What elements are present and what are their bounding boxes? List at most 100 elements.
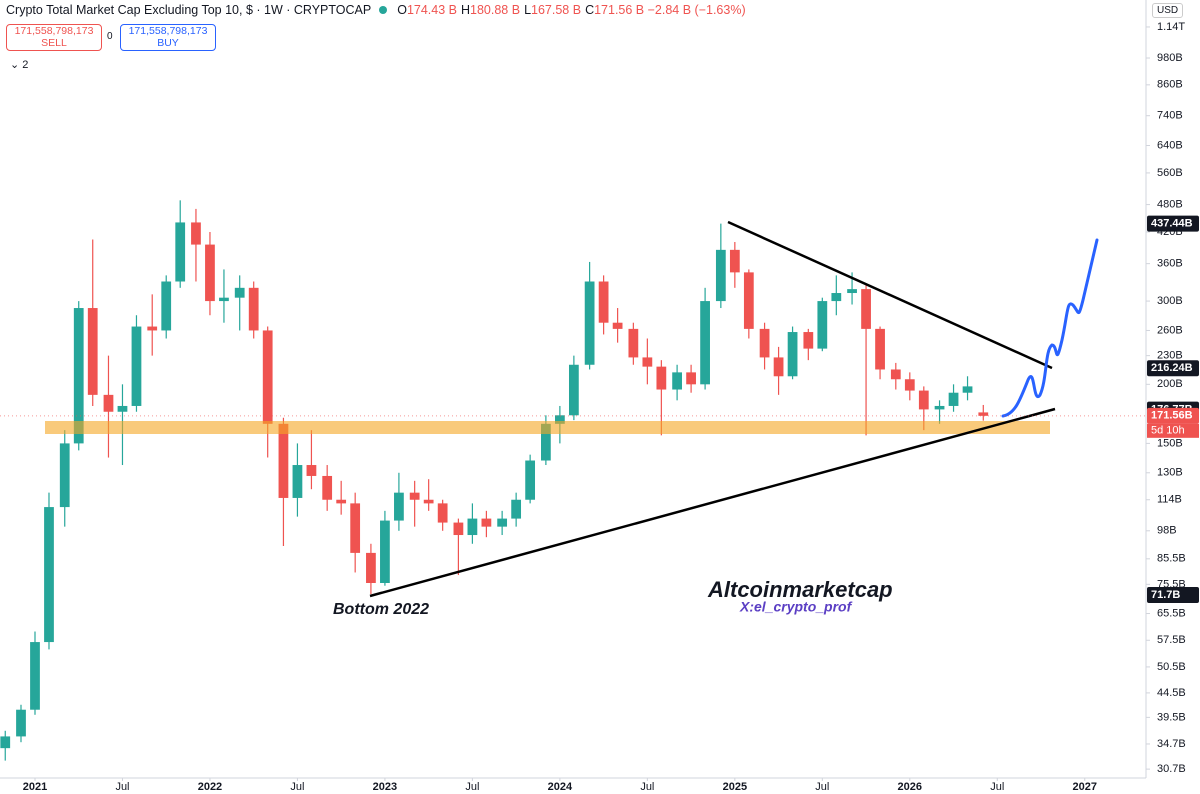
- candle-body: [497, 518, 508, 527]
- y-tick-label: 300B: [1157, 295, 1183, 307]
- candle-body: [918, 390, 929, 410]
- price-label: 437.44B: [1151, 218, 1193, 230]
- candle-body: [831, 293, 842, 302]
- candle-body: [934, 405, 945, 410]
- symbol-title: Crypto Total Market Cap Excluding Top 10…: [6, 3, 372, 17]
- x-tick-label: Jul: [465, 781, 479, 793]
- y-tick-label: 85.5B: [1157, 553, 1186, 565]
- sell-label: SELL: [41, 37, 67, 49]
- y-tick-label: 44.5B: [1157, 687, 1186, 699]
- change: −2.84 B (−1.63%): [647, 3, 746, 17]
- buy-price: 171,558,798,173: [128, 25, 208, 37]
- x-tick-label: 2021: [23, 781, 47, 793]
- candles: [0, 200, 989, 761]
- candle-body: [394, 492, 404, 521]
- ohlc-key: O: [397, 3, 407, 17]
- candle-body: [803, 332, 814, 349]
- ohlc-value: 174.43 B: [406, 3, 457, 17]
- candle-body: [642, 357, 653, 367]
- candle-body: [131, 326, 142, 406]
- ohlc-value: 171.56 B: [594, 3, 645, 17]
- candle-body: [817, 301, 828, 349]
- x-tick-label: 2024: [548, 781, 573, 793]
- candle-body: [847, 289, 857, 294]
- candle-body: [44, 507, 54, 643]
- falling-trendline: [727, 220, 1053, 370]
- candle-body: [306, 465, 317, 476]
- y-tick-label: 98B: [1157, 525, 1177, 537]
- candle-body: [437, 503, 448, 523]
- sell-price: 171,558,798,173: [14, 25, 94, 37]
- candle-body: [322, 475, 333, 500]
- axes: 30.7B34.7B39.5B44.5B50.5B57.5B65.5B75.5B…: [0, 21, 1199, 793]
- price-label-box: [1147, 360, 1199, 377]
- y-tick-label: 480B: [1157, 198, 1183, 210]
- y-tick-label: 57.5B: [1157, 634, 1186, 646]
- candle-body: [0, 736, 11, 749]
- candle-body: [715, 249, 726, 302]
- candle-body: [743, 272, 754, 329]
- currency-button[interactable]: USD: [1152, 3, 1184, 18]
- annotation: Altcoinmarketcap: [707, 577, 893, 602]
- candle-body: [904, 379, 915, 391]
- price-label: 71.7B: [1151, 589, 1180, 601]
- candle-body: [278, 423, 289, 498]
- x-tick-label: Jul: [290, 781, 304, 793]
- rising-trendline: [369, 407, 1056, 598]
- candle-body: [147, 326, 158, 331]
- candle-body: [525, 460, 536, 500]
- ohlc-legend: O174.43 B H180.88 B L167.58 B C171.56 B: [393, 3, 644, 17]
- ohlc-value: 167.58 B: [531, 3, 582, 17]
- candle-body: [117, 405, 128, 412]
- countdown: 5d 10h: [1151, 425, 1185, 437]
- spread: 0: [107, 31, 113, 42]
- y-tick-label: 150B: [1157, 437, 1183, 449]
- x-tick-label: Jul: [115, 781, 129, 793]
- y-tick-label: 740B: [1157, 110, 1183, 122]
- market-status: [379, 6, 388, 14]
- candle-body: [161, 281, 172, 331]
- candle-body: [103, 394, 114, 412]
- candle-body: [350, 503, 361, 553]
- candle-body: [861, 289, 871, 329]
- y-tick-label: 50.5B: [1157, 661, 1186, 673]
- y-tick-label: 34.7B: [1157, 738, 1186, 750]
- price-label-box: [1147, 586, 1199, 603]
- ohlc-key: H: [460, 3, 471, 17]
- annotation: X:el_crypto_prof: [739, 599, 853, 615]
- ohlc-value: 180.88 B: [470, 3, 521, 17]
- y-tick-label: 560B: [1157, 167, 1183, 179]
- annotation: Bottom 2022: [333, 601, 429, 618]
- y-tick-label: 65.5B: [1157, 607, 1186, 619]
- y-tick-label: 114B: [1157, 494, 1182, 506]
- candle-body: [787, 332, 798, 377]
- candle-body: [700, 301, 710, 385]
- price-label-box: [1147, 407, 1199, 424]
- price-label: 216.24B: [1151, 362, 1193, 374]
- candle-body: [962, 386, 973, 393]
- candle-body: [612, 322, 623, 329]
- candle-body: [759, 328, 770, 358]
- x-tick-label: 2023: [373, 781, 397, 793]
- y-tick-label: 640B: [1157, 139, 1183, 151]
- candle-body: [336, 499, 347, 504]
- y-tick-label: 860B: [1157, 79, 1183, 91]
- x-tick-label: Jul: [990, 781, 1004, 793]
- candle-body: [568, 364, 579, 416]
- sell-button[interactable]: 171,558,798,173 SELL: [6, 24, 102, 51]
- x-tick-label: 2022: [198, 781, 222, 793]
- candle-body: [453, 522, 464, 536]
- buy-button[interactable]: 171,558,798,173 BUY: [120, 24, 216, 51]
- candle-body: [234, 287, 245, 298]
- x-tick-label: 2025: [723, 781, 747, 793]
- x-tick-label: 2026: [898, 781, 922, 793]
- indicators-toggle[interactable]: ⌄ 2: [10, 59, 29, 71]
- candle-body: [656, 366, 667, 390]
- candle-body: [467, 518, 478, 536]
- y-tick-label: 39.5B: [1157, 711, 1186, 723]
- y-tick-label: 260B: [1157, 324, 1183, 336]
- projection-path: [1001, 238, 1099, 418]
- candle-body: [262, 330, 273, 424]
